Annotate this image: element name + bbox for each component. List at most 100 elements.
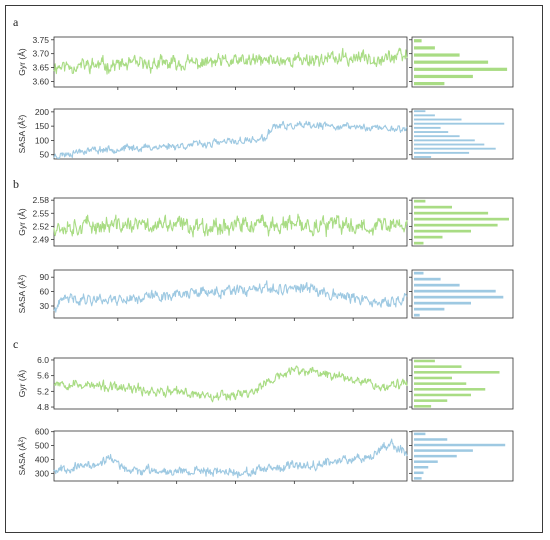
y-axis-label: Gyr (Å) [17,48,27,76]
histogram-bar [414,67,508,71]
figure-frame [5,5,543,533]
histogram-bar [414,122,505,125]
histogram-bar [414,388,486,391]
y-tick-label: 6.0 [37,355,49,365]
histogram-bar [414,114,435,117]
series-line [53,120,408,160]
histogram-bar [414,118,462,121]
plot-b-gyr: 2.58 2.55 2.52 2.49 Gyr (Å) [17,195,514,249]
histogram-bar [414,405,432,408]
histogram-bar [414,126,441,129]
histogram-bar [414,143,485,146]
histogram-bar [414,46,435,50]
histogram-bar [414,135,460,138]
y-axis-label: Gyr (Å) [17,370,27,398]
y-tick-label: 3.60 [32,76,49,86]
y-tick-label: 400 [35,454,49,464]
histogram-axes-frame [411,36,514,88]
y-tick-label: 3.70 [32,49,49,59]
histogram-bar [414,365,462,368]
histogram-bar [414,151,470,154]
histogram-bar [414,156,432,158]
histogram-bar [414,139,475,142]
y-tick-label: 5.6 [37,371,49,381]
series-line [53,365,408,403]
y-axis-label: SASA (Å²) [17,114,27,153]
y-tick-label: 150 [35,121,49,131]
panel-letter-b: b [13,177,19,191]
histogram-bar [414,443,506,447]
series-line [53,280,408,313]
y-tick-label: 90 [40,272,50,282]
histogram-bar [414,53,460,57]
histogram-bar [414,82,445,86]
y-tick-label: 3.75 [32,35,49,45]
histogram-bar [414,235,443,239]
histogram-bar [414,283,460,287]
histogram-bar [414,277,441,281]
histogram-bar [414,205,452,209]
y-tick-label: 2.52 [32,221,49,231]
histogram-bar [414,382,467,385]
histogram-bar [414,110,426,113]
histogram-bar [414,131,449,133]
histogram-bar [414,60,489,64]
panel-letter-a: a [13,15,19,29]
histogram-bar [414,39,422,43]
y-tick-label: 2.49 [32,234,49,244]
timeseries-axes-frame [53,108,408,160]
timeseries-axes-frame [53,36,408,88]
histogram-axes-frame [411,108,514,160]
histogram-bar [414,295,504,299]
timeseries-axes-frame [53,269,408,319]
histogram-bar [414,477,422,480]
histogram-bar [414,454,457,458]
y-tick-label: 600 [35,427,49,437]
y-axis-label: SASA (Å²) [17,274,27,313]
histogram-bar [414,471,424,475]
histogram-bar [414,289,496,293]
y-axis-label: SASA (Å²) [17,436,27,475]
y-tick-label: 500 [35,441,49,451]
y-tick-label: 50 [40,150,50,160]
timeseries-axes-frame [53,430,408,482]
histogram-bar [414,211,489,215]
histogram-bar [414,399,448,402]
histogram-bar [414,393,471,397]
y-tick-label: 300 [35,468,49,478]
y-tick-label: 4.8 [37,402,49,412]
histogram-axes-frame [411,269,514,319]
histogram-bar [414,217,509,221]
histogram-bar [414,241,424,245]
histogram-bar [414,74,473,79]
histogram-bar [414,460,438,463]
y-tick-label: 60 [40,287,50,297]
y-tick-label: 2.58 [32,195,49,205]
y-tick-label: 30 [40,301,50,311]
histogram-bar [414,432,426,436]
histogram-bar [414,271,424,275]
y-tick-label: 200 [35,107,49,117]
histogram-bar [414,376,452,380]
plot-b-sasa: 90 60 30 SASA (Å²) [17,269,514,321]
histogram-axes-frame [411,197,514,247]
y-axis-label: Gyr (Å) [17,208,27,236]
histogram-bar [414,199,426,203]
plot-a-sasa: 200 150 100 50 SASA (Å²) [17,107,514,162]
series-line [53,213,408,238]
histogram-bar [414,301,471,305]
y-tick-label: 5.2 [37,386,49,396]
histogram-bar [414,313,420,317]
histogram-bar [414,147,496,150]
histogram-bar [414,449,473,452]
series-line [53,438,408,479]
histogram-axes-frame [411,357,514,410]
y-tick-label: 100 [35,135,49,145]
plot-a-gyr: 3.75 3.70 3.65 3.60 Gyr (Å) [17,35,514,90]
histogram-bar [414,359,435,363]
histogram-bar [414,371,500,374]
panel-letter-c: c [13,337,18,351]
series-line [53,47,408,75]
histogram-bar [414,438,448,441]
histogram-bar [414,229,471,233]
